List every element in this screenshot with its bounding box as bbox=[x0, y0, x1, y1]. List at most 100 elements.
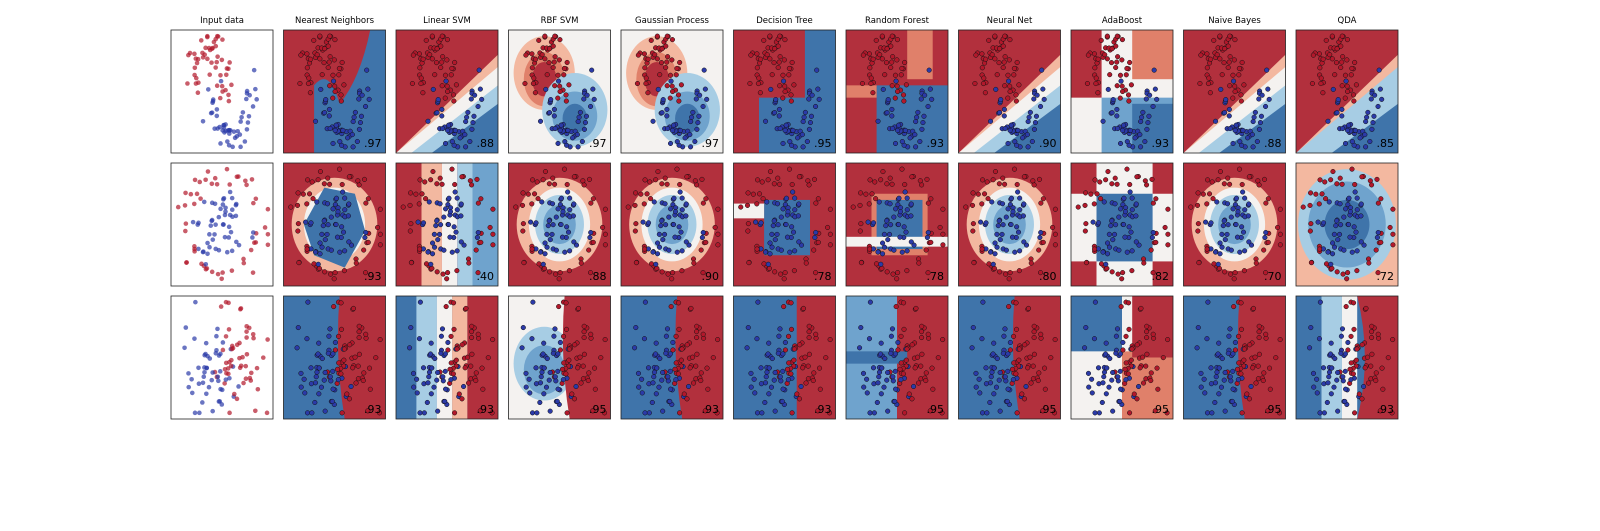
data-point bbox=[1003, 247, 1009, 253]
data-point bbox=[238, 144, 243, 150]
data-point bbox=[432, 72, 438, 78]
data-point bbox=[339, 410, 345, 416]
data-point bbox=[780, 386, 786, 392]
data-point bbox=[888, 43, 894, 49]
data-point bbox=[923, 247, 929, 253]
data-point bbox=[1153, 196, 1159, 202]
data-point bbox=[253, 240, 259, 245]
data-point bbox=[1266, 96, 1272, 102]
data-point bbox=[1210, 196, 1216, 202]
data-point bbox=[674, 166, 680, 172]
data-point bbox=[780, 351, 786, 357]
data-point bbox=[895, 347, 901, 353]
data-point bbox=[795, 213, 801, 219]
data-point bbox=[923, 370, 929, 376]
score-label: .97 bbox=[702, 137, 720, 150]
data-point bbox=[1109, 269, 1115, 275]
data-point bbox=[235, 128, 241, 134]
data-point bbox=[1241, 82, 1247, 88]
data-point bbox=[651, 199, 657, 205]
data-point bbox=[668, 206, 674, 212]
data-point bbox=[1091, 201, 1097, 207]
data-point bbox=[1378, 196, 1384, 202]
data-point bbox=[361, 370, 367, 376]
data-point bbox=[1128, 82, 1134, 88]
data-point bbox=[1345, 339, 1351, 345]
data-point bbox=[1113, 350, 1119, 356]
data-point bbox=[356, 334, 362, 341]
data-point bbox=[1127, 181, 1133, 188]
data-point bbox=[451, 224, 457, 230]
data-point bbox=[1150, 331, 1156, 337]
data-point bbox=[780, 368, 786, 374]
data-point bbox=[1165, 206, 1171, 212]
data-point bbox=[245, 120, 251, 125]
decision-surface bbox=[171, 296, 273, 419]
data-point bbox=[980, 177, 986, 183]
data-point bbox=[205, 169, 211, 174]
data-point bbox=[1227, 181, 1233, 187]
data-point bbox=[1118, 78, 1124, 84]
data-point bbox=[782, 127, 788, 133]
data-point bbox=[585, 378, 591, 384]
data-point bbox=[1137, 132, 1143, 138]
data-point bbox=[429, 251, 436, 257]
data-point bbox=[715, 231, 721, 237]
data-point bbox=[602, 242, 608, 248]
data-point bbox=[447, 209, 454, 215]
data-point bbox=[581, 126, 587, 132]
data-point bbox=[1261, 370, 1267, 376]
data-point bbox=[1339, 59, 1345, 65]
data-point bbox=[659, 377, 665, 383]
data-point bbox=[664, 181, 670, 187]
data-point bbox=[1230, 72, 1236, 78]
data-point bbox=[772, 110, 778, 116]
data-point bbox=[425, 118, 431, 124]
data-point bbox=[1260, 378, 1266, 384]
data-point bbox=[702, 408, 708, 414]
data-point bbox=[1226, 113, 1232, 119]
data-point bbox=[1277, 231, 1283, 237]
data-point bbox=[888, 333, 894, 339]
data-point bbox=[633, 221, 639, 227]
data-point bbox=[1095, 90, 1101, 96]
data-point bbox=[1100, 380, 1106, 386]
data-point bbox=[367, 386, 373, 392]
data-point bbox=[1354, 248, 1360, 254]
data-point bbox=[883, 60, 890, 66]
data-point bbox=[875, 249, 881, 255]
data-point bbox=[1011, 166, 1018, 172]
data-point bbox=[1206, 191, 1213, 197]
data-point bbox=[1337, 201, 1343, 207]
data-point bbox=[377, 206, 383, 212]
data-point bbox=[1041, 365, 1048, 371]
data-point bbox=[927, 86, 933, 92]
data-point bbox=[330, 72, 336, 78]
data-point bbox=[337, 249, 343, 255]
data-point bbox=[218, 78, 224, 84]
data-point bbox=[365, 196, 371, 202]
data-point bbox=[226, 98, 232, 104]
data-point bbox=[458, 213, 464, 219]
data-point bbox=[300, 191, 306, 197]
data-point bbox=[346, 396, 353, 402]
data-point bbox=[542, 240, 548, 246]
data-point bbox=[693, 363, 699, 369]
data-point bbox=[1225, 43, 1231, 49]
data-point bbox=[1195, 325, 1201, 331]
data-point bbox=[1206, 75, 1212, 81]
data-point bbox=[333, 221, 339, 228]
data-point bbox=[1014, 181, 1020, 188]
data-point bbox=[1349, 65, 1355, 71]
data-point bbox=[982, 90, 988, 96]
data-point bbox=[1242, 195, 1248, 201]
data-point bbox=[317, 251, 323, 257]
score-label: .90 bbox=[702, 270, 720, 283]
data-point bbox=[904, 195, 910, 201]
data-point bbox=[1149, 234, 1155, 241]
data-point bbox=[1215, 177, 1221, 183]
data-point bbox=[767, 240, 773, 246]
data-point bbox=[561, 166, 568, 172]
data-point bbox=[462, 365, 468, 371]
data-point bbox=[1277, 206, 1283, 212]
